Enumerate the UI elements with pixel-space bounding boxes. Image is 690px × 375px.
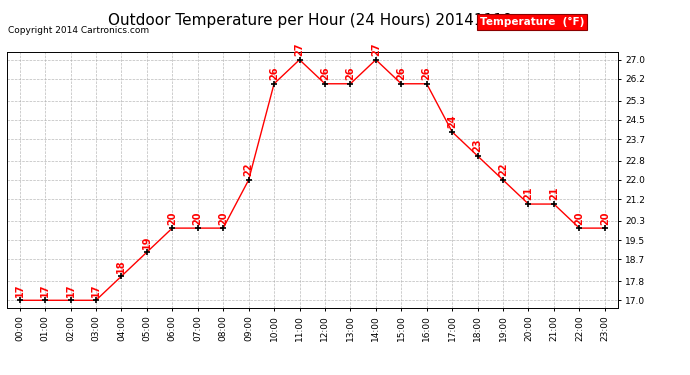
Text: 20: 20: [600, 211, 610, 225]
Text: 22: 22: [244, 163, 254, 176]
Text: Outdoor Temperature per Hour (24 Hours) 20141119: Outdoor Temperature per Hour (24 Hours) …: [108, 13, 513, 28]
Text: 18: 18: [117, 259, 126, 273]
Text: 21: 21: [524, 187, 533, 201]
Text: 17: 17: [14, 283, 25, 297]
Text: 20: 20: [193, 211, 203, 225]
Text: 23: 23: [473, 139, 482, 152]
Text: 20: 20: [574, 211, 584, 225]
Text: 26: 26: [422, 67, 432, 80]
Text: 17: 17: [40, 283, 50, 297]
Text: Temperature  (°F): Temperature (°F): [480, 17, 584, 27]
Text: 26: 26: [346, 67, 355, 80]
Text: 26: 26: [396, 67, 406, 80]
Text: 24: 24: [447, 115, 457, 128]
Text: 19: 19: [142, 235, 152, 249]
Text: Copyright 2014 Cartronics.com: Copyright 2014 Cartronics.com: [8, 26, 150, 35]
Text: 27: 27: [295, 43, 304, 56]
Text: 26: 26: [269, 67, 279, 80]
Text: 17: 17: [66, 283, 75, 297]
Text: 21: 21: [549, 187, 559, 201]
Text: 20: 20: [167, 211, 177, 225]
Text: 27: 27: [371, 43, 381, 56]
Text: 22: 22: [498, 163, 508, 176]
Text: 20: 20: [218, 211, 228, 225]
Text: 17: 17: [91, 283, 101, 297]
Text: 26: 26: [320, 67, 330, 80]
